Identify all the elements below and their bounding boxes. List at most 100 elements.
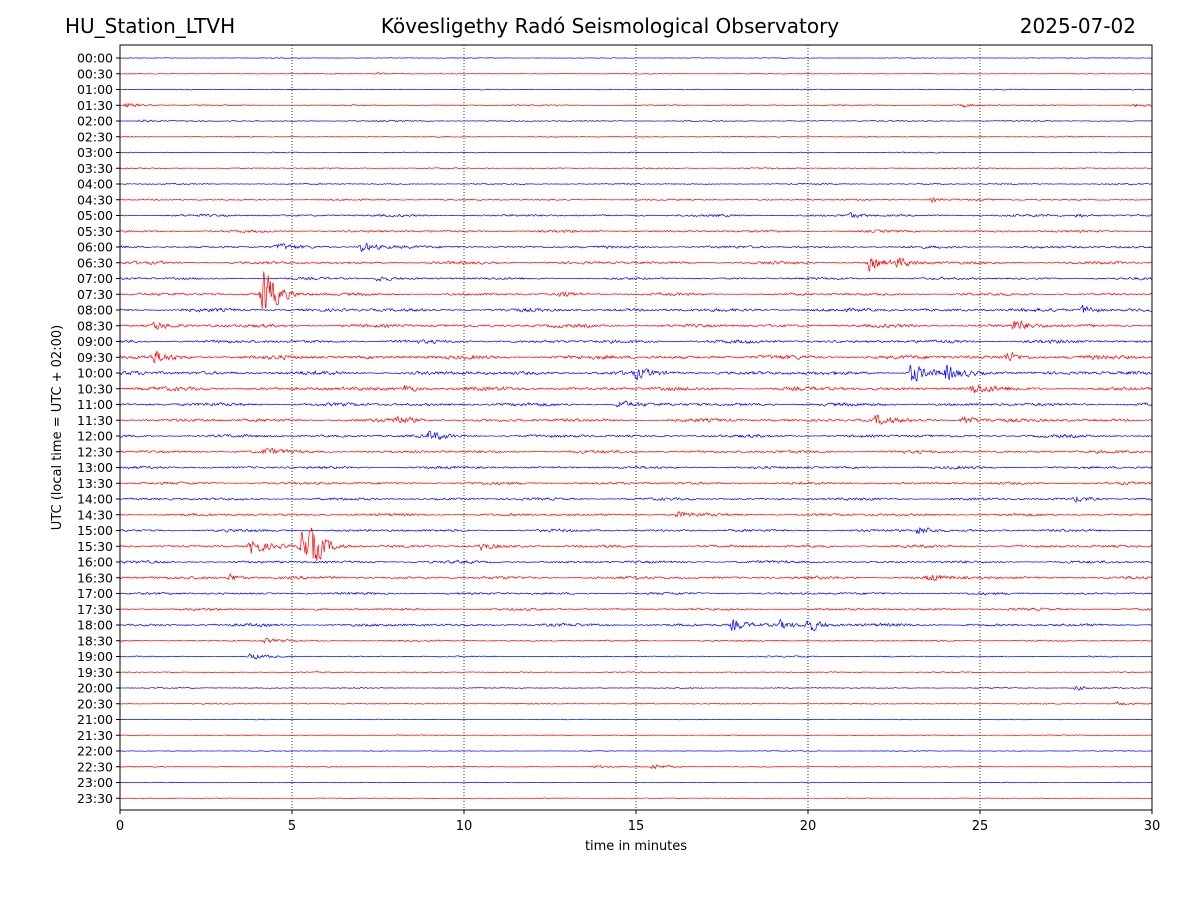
trace-row <box>119 607 1153 612</box>
y-tick-label: 23:00 <box>77 775 113 790</box>
y-tick-label: 20:00 <box>77 681 113 696</box>
trace-row <box>119 465 1153 470</box>
y-tick-label: 02:30 <box>77 129 113 144</box>
y-tick-label: 12:30 <box>77 444 113 459</box>
trace-row <box>119 700 1153 706</box>
trace-row <box>119 229 1153 234</box>
y-tick-label: 18:30 <box>77 633 113 648</box>
trace-row <box>119 481 1153 486</box>
y-tick-label: 04:30 <box>77 192 113 207</box>
trace-row <box>119 57 1152 59</box>
y-tick-label: 00:00 <box>77 51 113 66</box>
y-tick-label: 11:00 <box>77 397 113 412</box>
trace-row <box>119 182 1153 186</box>
trace-row <box>119 151 1153 154</box>
y-tick-label: 00:30 <box>77 66 113 81</box>
y-tick-label: 21:30 <box>77 728 113 743</box>
x-tick-label: 15 <box>628 819 645 834</box>
trace-row <box>119 430 1153 441</box>
y-axis-ticks: 00:0000:3001:0001:3002:0002:3003:0003:30… <box>77 51 120 806</box>
trace-row <box>119 781 1153 784</box>
y-tick-label: 07:00 <box>77 271 113 286</box>
trace-row <box>119 511 1153 518</box>
trace-row <box>119 685 1153 691</box>
y-tick-label: 23:30 <box>77 791 113 806</box>
x-axis-label: time in minutes <box>585 839 687 854</box>
y-tick-label: 01:30 <box>77 98 113 113</box>
trace-row <box>119 257 1153 272</box>
trace-row <box>119 559 1153 565</box>
seismogram-traces <box>119 57 1153 799</box>
y-tick-label: 04:00 <box>77 177 113 192</box>
y-tick-label: 20:30 <box>77 696 113 711</box>
trace-row <box>119 339 1153 345</box>
y-tick-label: 17:00 <box>77 586 113 601</box>
trace-row <box>119 591 1153 596</box>
trace-row <box>119 797 1153 799</box>
trace-row <box>119 414 1153 425</box>
trace-row <box>119 135 1153 138</box>
trace-row <box>119 276 1153 282</box>
trace-row <box>119 211 1153 219</box>
x-axis-ticks: 0 5 10 15 20 25 30 <box>116 810 1160 834</box>
trace-row <box>119 448 1153 455</box>
trace-row <box>119 573 1153 582</box>
y-tick-label: 10:00 <box>77 366 113 381</box>
trace-row <box>119 305 1153 313</box>
x-tick-label: 10 <box>456 819 473 834</box>
y-tick-label: 05:30 <box>77 224 113 239</box>
trace-row <box>119 764 1153 770</box>
y-tick-label: 14:00 <box>77 492 113 507</box>
y-axis-label: UTC (local time = UTC + 02:00) <box>50 325 65 530</box>
y-tick-label: 08:30 <box>77 318 113 333</box>
trace-row <box>119 71 1153 75</box>
trace-row <box>119 637 1153 644</box>
y-tick-label: 09:30 <box>77 350 113 365</box>
trace-row <box>119 653 1153 660</box>
y-tick-label: 06:30 <box>77 255 113 270</box>
y-tick-label: 22:30 <box>77 759 113 774</box>
trace-row <box>119 119 1153 123</box>
chart-title: Kövesligethy Radó Seismological Observat… <box>380 14 840 38</box>
y-tick-label: 12:00 <box>77 429 113 444</box>
y-tick-label: 22:00 <box>77 744 113 759</box>
y-tick-label: 13:00 <box>77 460 113 475</box>
y-tick-label: 15:30 <box>77 539 113 554</box>
y-tick-label: 15:00 <box>77 523 113 538</box>
date-label: 2025-07-02 <box>1019 14 1136 38</box>
trace-row <box>119 364 1153 382</box>
y-tick-label: 16:30 <box>77 570 113 585</box>
y-tick-label: 10:30 <box>77 381 113 396</box>
y-tick-label: 19:30 <box>77 665 113 680</box>
trace-row <box>119 618 1153 632</box>
y-tick-label: 07:30 <box>77 287 113 302</box>
trace-row <box>119 350 1153 364</box>
trace-row <box>119 88 1153 91</box>
x-tick-label: 25 <box>972 819 989 834</box>
y-tick-label: 19:00 <box>77 649 113 664</box>
trace-row <box>119 196 1153 203</box>
y-tick-label: 01:00 <box>77 82 113 97</box>
y-tick-label: 13:30 <box>77 476 113 491</box>
trace-row <box>119 383 1153 394</box>
y-tick-label: 14:30 <box>77 507 113 522</box>
trace-row <box>119 527 1153 562</box>
y-tick-label: 18:00 <box>77 618 113 633</box>
trace-row <box>119 734 1153 737</box>
y-tick-label: 02:00 <box>77 114 113 129</box>
x-tick-label: 0 <box>116 819 124 834</box>
trace-row <box>119 718 1153 721</box>
trace-row <box>119 271 1153 309</box>
y-tick-label: 11:30 <box>77 413 113 428</box>
grid-lines <box>291 45 981 810</box>
y-tick-label: 21:00 <box>77 712 113 727</box>
y-tick-label: 03:00 <box>77 145 113 160</box>
station-label: HU_Station_LTVH <box>65 14 236 38</box>
trace-row <box>119 671 1153 674</box>
trace-row <box>119 242 1153 253</box>
y-tick-label: 05:00 <box>77 208 113 223</box>
trace-row <box>119 167 1153 170</box>
trace-row <box>119 400 1153 408</box>
trace-row <box>119 527 1153 535</box>
